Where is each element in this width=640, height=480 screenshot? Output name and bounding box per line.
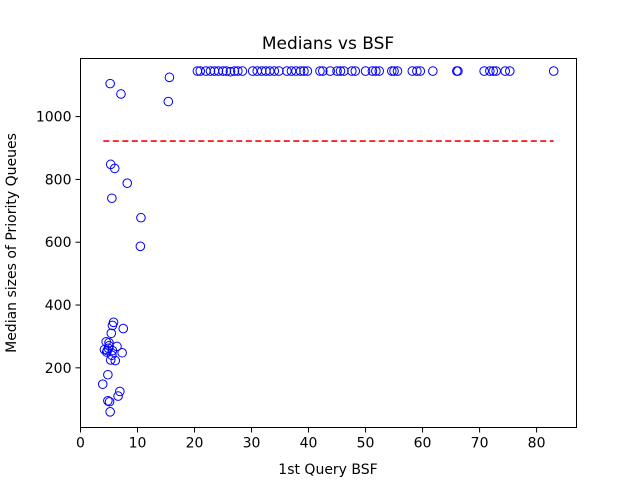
scatter-point [135, 241, 146, 252]
scatter-point [332, 66, 342, 76]
scatter-point [116, 89, 126, 99]
scatter-point [256, 66, 267, 76]
scatter-point [264, 66, 275, 76]
y-tick-label: 600 [45, 235, 72, 251]
scatter-point [107, 320, 118, 331]
scatter-point [274, 66, 284, 76]
scatter-point [225, 66, 236, 77]
scatter-point [221, 66, 232, 76]
scatter-point [269, 66, 280, 76]
scatter-point [491, 66, 501, 76]
scatter-point [101, 347, 112, 357]
scatter-point [412, 66, 422, 76]
scatter-point [104, 337, 114, 348]
scatter-point [295, 66, 306, 76]
scatter-point [237, 66, 248, 76]
scatter-point [453, 66, 463, 76]
y-tick-label: 200 [45, 361, 72, 377]
scatter-point [97, 379, 108, 389]
scatter-point [104, 396, 115, 407]
scatter-point [479, 66, 489, 76]
scatter-point [286, 66, 297, 76]
scatter-point [205, 66, 216, 76]
scatter-point [371, 66, 381, 76]
scatter-point [291, 66, 301, 76]
scatter-point [247, 66, 258, 76]
scatter-point [106, 328, 117, 339]
scatter-point [360, 66, 371, 76]
scatter-point [485, 66, 495, 76]
x-tick-label: 70 [471, 436, 489, 452]
scatter-point [103, 396, 113, 406]
scatter-point [109, 163, 120, 174]
scatter-point [407, 66, 418, 76]
scatter-point [107, 350, 117, 361]
x-axis-title: 1st Query BSF [278, 462, 377, 478]
x-tick-label: 40 [300, 436, 318, 452]
scatter-point [164, 72, 175, 83]
y-tick-label: 800 [45, 172, 72, 188]
y-axis: 200 400 600 800 1000 [36, 110, 81, 377]
scatter-point [302, 66, 313, 76]
scatter-point [548, 66, 559, 76]
scatter-point [500, 66, 511, 76]
y-tick-label: 1000 [36, 110, 72, 126]
scatter-point [347, 66, 357, 76]
scatter-point [335, 66, 346, 76]
scatter-point [136, 212, 146, 223]
x-tick-label: 20 [186, 436, 204, 452]
scatter-point [415, 66, 426, 76]
y-axis-title: Median sizes of Priority Queues [4, 133, 20, 353]
scatter-point [367, 66, 378, 76]
scatter-point [374, 66, 385, 76]
scatter-point [389, 66, 399, 76]
scatter-point [504, 66, 515, 76]
scatter-point [488, 66, 499, 76]
scatter-point [103, 369, 113, 380]
scatter-point [195, 66, 206, 76]
scatter-point [99, 344, 110, 355]
x-tick-label: 10 [129, 436, 147, 452]
scatter-point [113, 391, 123, 401]
x-axis: 0 10 20 30 40 50 60 70 80 [76, 427, 546, 452]
scatter-point [163, 96, 174, 107]
scatter-point [105, 78, 115, 89]
scatter-point [110, 355, 121, 366]
x-tick-label: 50 [357, 436, 375, 452]
scatter-point [115, 386, 125, 397]
scatter-point [118, 323, 129, 334]
scatter-point [428, 66, 438, 76]
x-tick-label: 60 [414, 436, 432, 452]
scatter-point [325, 66, 336, 76]
scatter-point [282, 66, 292, 76]
scatter-point [107, 193, 117, 204]
data-points [97, 66, 559, 417]
scatter-point [233, 66, 243, 76]
scatter-point [218, 66, 228, 76]
scatter-point [117, 347, 127, 358]
scatter-point [392, 66, 403, 76]
x-tick-label: 0 [76, 436, 85, 452]
scatter-point [315, 66, 325, 76]
scatter-point [339, 66, 349, 76]
x-tick-label: 30 [243, 436, 261, 452]
scatter-point [350, 66, 361, 76]
scatter-point [229, 66, 240, 76]
scatter-point [105, 355, 116, 365]
scatter-point [122, 178, 133, 188]
scatter-point [105, 406, 115, 417]
scatter-point [213, 66, 224, 76]
scatter-point [299, 66, 309, 76]
plot-frame [80, 58, 577, 428]
y-tick-label: 400 [45, 298, 72, 314]
x-tick-label: 80 [528, 436, 546, 452]
chart-title: Medians vs BSF [262, 34, 394, 54]
scatter-point [317, 66, 328, 76]
scatter-point [386, 66, 397, 76]
